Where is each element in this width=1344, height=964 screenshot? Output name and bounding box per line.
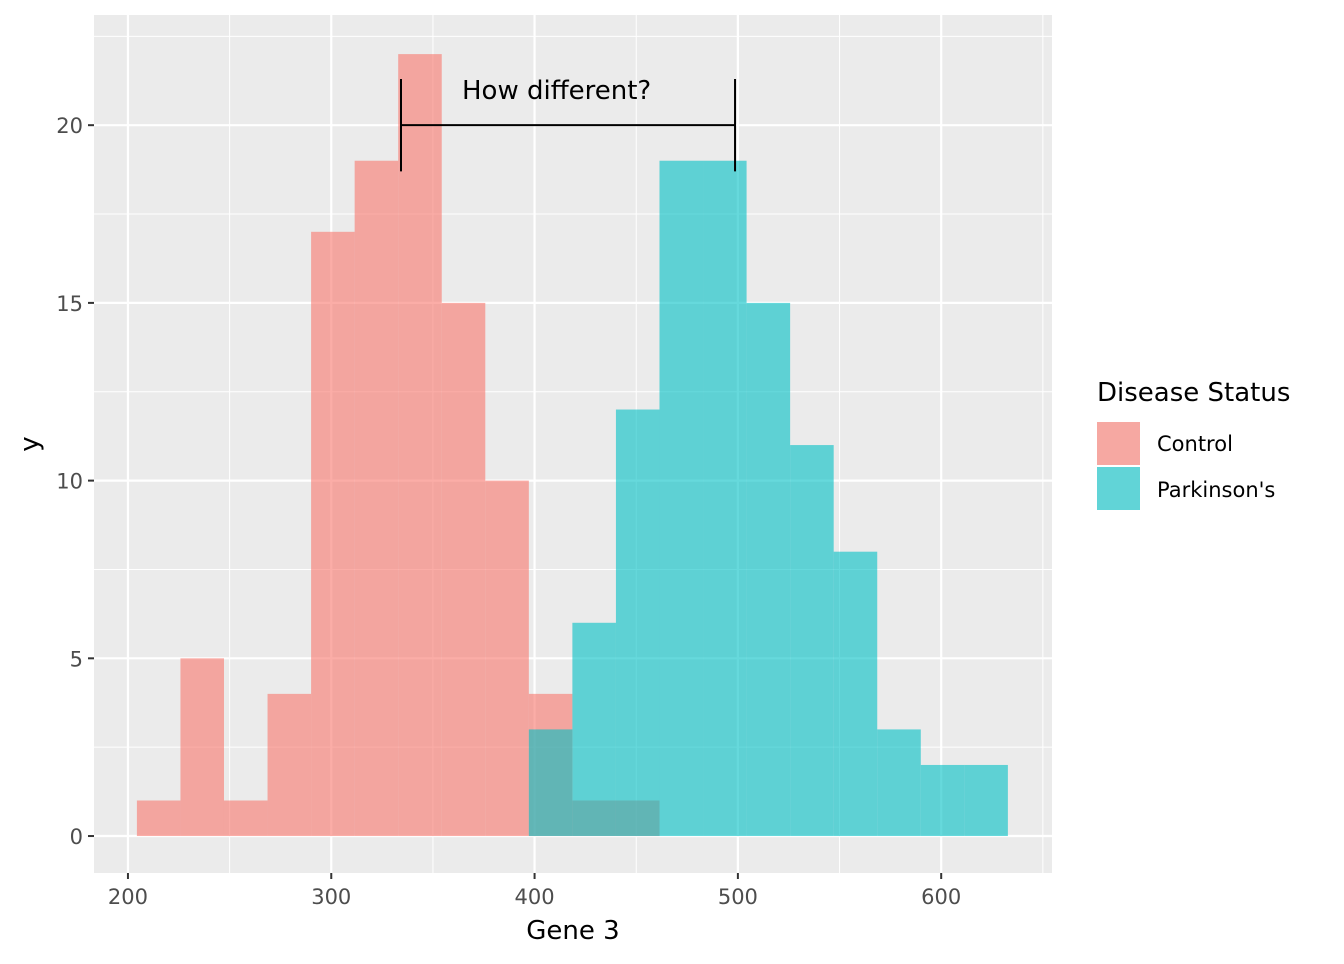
legend-key-control — [1097, 422, 1140, 465]
bar-control — [311, 231, 355, 837]
bar-control — [485, 480, 529, 837]
annotation-bracket — [399, 78, 737, 172]
annotation-text: How different? — [462, 76, 651, 106]
x-tick-label: 400 — [515, 885, 555, 909]
bar-parkinsons — [615, 409, 660, 837]
x-axis-ticks: 200 300 400 500 600 — [108, 873, 961, 909]
x-tick-label: 200 — [108, 885, 148, 909]
bar-parkinsons — [659, 160, 704, 837]
bar-parkinsons — [572, 622, 616, 837]
x-tick-label: 500 — [718, 885, 758, 909]
y-tick-label: 0 — [70, 825, 83, 849]
bar-control — [223, 800, 268, 837]
bar-parkinsons — [528, 729, 573, 837]
x-tick-label: 600 — [921, 885, 961, 909]
bar-parkinsons — [833, 551, 878, 837]
legend-label-control: Control — [1157, 432, 1233, 456]
legend-title: Disease Status — [1097, 378, 1290, 408]
y-tick-label: 20 — [56, 114, 83, 138]
bar-control — [354, 160, 399, 837]
y-axis-label: y — [15, 436, 45, 451]
bar-control — [180, 658, 224, 837]
legend-key-parkinsons — [1097, 467, 1140, 510]
y-tick-label: 5 — [70, 647, 83, 671]
legend: Disease Status Control Parkinson's — [1097, 378, 1290, 510]
bar-control — [267, 693, 312, 837]
y-tick-label: 15 — [56, 292, 83, 316]
y-axis-ticks: 0 5 10 15 20 — [56, 114, 94, 849]
x-tick-label: 300 — [311, 885, 351, 909]
bar-control — [398, 54, 442, 837]
bar-parkinsons — [920, 764, 965, 837]
bars — [136, 54, 1008, 837]
bar-control — [441, 302, 486, 837]
bar-parkinsons — [746, 302, 791, 837]
x-axis-label: Gene 3 — [526, 916, 619, 946]
bar-control — [136, 800, 181, 837]
bar-parkinsons — [703, 160, 747, 837]
bar-parkinsons — [877, 729, 921, 837]
bar-parkinsons — [790, 445, 834, 837]
legend-label-parkinsons: Parkinson's — [1157, 478, 1275, 502]
bar-parkinsons — [964, 764, 1008, 837]
y-tick-label: 10 — [56, 470, 83, 494]
